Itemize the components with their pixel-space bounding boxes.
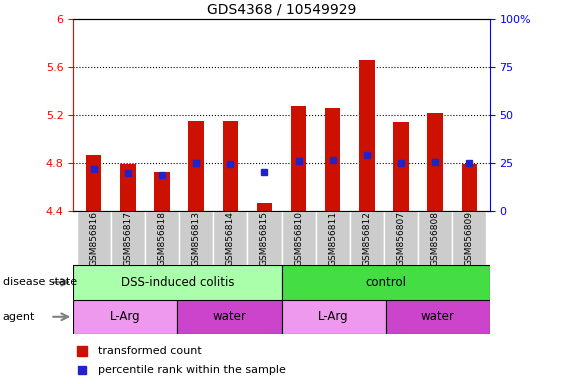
- Text: GSM856815: GSM856815: [260, 210, 269, 266]
- Text: GSM856808: GSM856808: [431, 210, 440, 266]
- Text: GSM856818: GSM856818: [158, 210, 167, 266]
- Title: GDS4368 / 10549929: GDS4368 / 10549929: [207, 3, 356, 17]
- Text: GSM856816: GSM856816: [89, 210, 98, 266]
- Bar: [73, 265, 282, 300]
- Text: water: water: [212, 310, 247, 323]
- Bar: [384, 211, 418, 265]
- Text: water: water: [421, 310, 455, 323]
- Text: transformed count: transformed count: [98, 346, 202, 356]
- Bar: [291, 106, 306, 211]
- Bar: [316, 211, 350, 265]
- Bar: [77, 211, 111, 265]
- Bar: [213, 211, 247, 265]
- Bar: [222, 121, 238, 211]
- Bar: [282, 300, 386, 334]
- Bar: [462, 164, 477, 211]
- Bar: [282, 211, 316, 265]
- Bar: [154, 172, 169, 211]
- Bar: [189, 121, 204, 211]
- Text: DSS-induced colitis: DSS-induced colitis: [120, 276, 234, 289]
- Bar: [282, 265, 490, 300]
- Bar: [179, 211, 213, 265]
- Text: disease state: disease state: [3, 277, 77, 287]
- Text: L-Arg: L-Arg: [110, 310, 141, 323]
- Text: GSM856810: GSM856810: [294, 210, 303, 266]
- Bar: [177, 300, 282, 334]
- Text: L-Arg: L-Arg: [318, 310, 349, 323]
- Bar: [394, 122, 409, 211]
- Text: GSM856811: GSM856811: [328, 210, 337, 266]
- Bar: [120, 164, 136, 211]
- Bar: [257, 203, 272, 211]
- Text: GSM856807: GSM856807: [396, 210, 405, 266]
- Text: percentile rank within the sample: percentile rank within the sample: [98, 364, 286, 375]
- Bar: [73, 300, 177, 334]
- Text: GSM856813: GSM856813: [191, 210, 200, 266]
- Text: GSM856814: GSM856814: [226, 211, 235, 265]
- Text: GSM856812: GSM856812: [363, 211, 372, 265]
- Bar: [86, 155, 101, 211]
- Text: GSM856817: GSM856817: [123, 210, 132, 266]
- Bar: [427, 113, 443, 211]
- Text: GSM856809: GSM856809: [465, 210, 474, 266]
- Bar: [247, 211, 282, 265]
- Bar: [145, 211, 179, 265]
- Bar: [386, 300, 490, 334]
- Bar: [350, 211, 384, 265]
- Bar: [325, 108, 341, 211]
- Bar: [359, 60, 374, 211]
- Text: control: control: [365, 276, 406, 289]
- Bar: [111, 211, 145, 265]
- Bar: [452, 211, 486, 265]
- Bar: [418, 211, 452, 265]
- Text: agent: agent: [3, 312, 35, 322]
